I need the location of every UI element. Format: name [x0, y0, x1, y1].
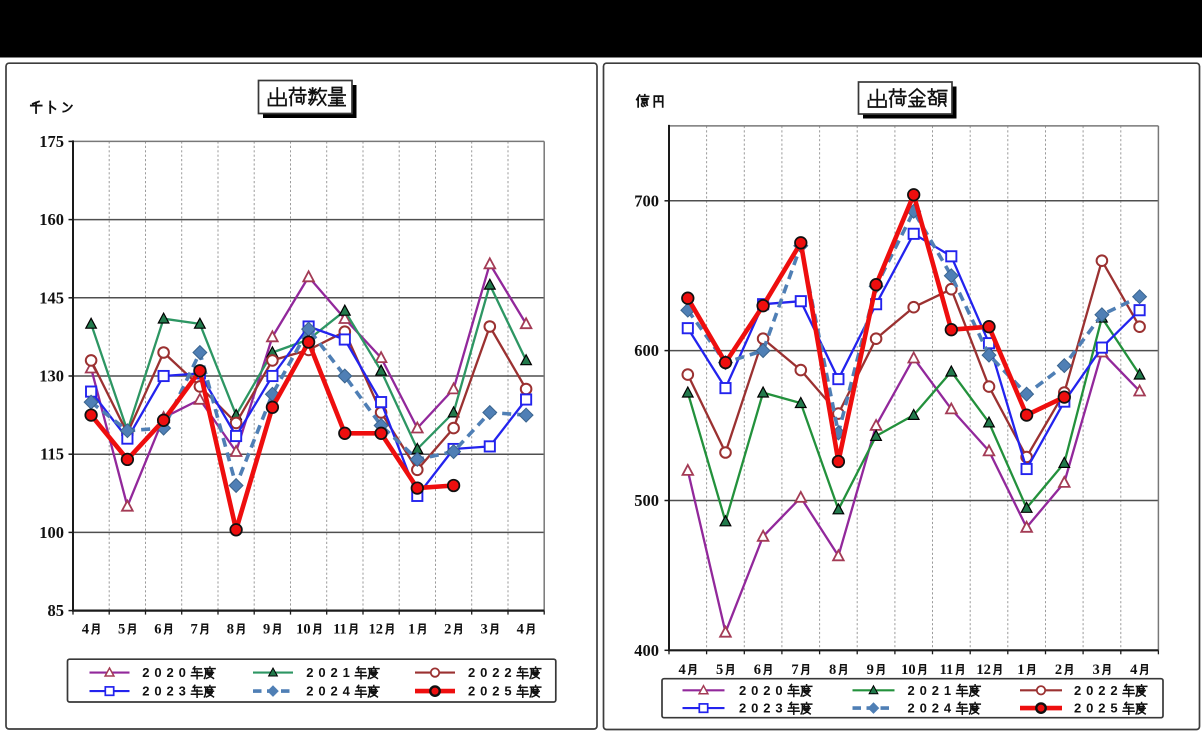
svg-text:2024: 2024 [908, 701, 957, 716]
svg-text:4: 4 [517, 622, 524, 638]
svg-text:2023: 2023 [142, 684, 191, 699]
svg-text:11: 11 [940, 662, 954, 678]
svg-text:145: 145 [39, 288, 64, 307]
svg-text:7: 7 [791, 662, 798, 678]
svg-text:5: 5 [716, 662, 723, 678]
svg-text:400: 400 [634, 641, 659, 660]
svg-text:6: 6 [154, 622, 161, 638]
svg-text:2020: 2020 [142, 665, 191, 680]
svg-text:85: 85 [48, 601, 65, 620]
svg-text:100: 100 [39, 523, 64, 542]
svg-text:1: 1 [1017, 662, 1024, 678]
svg-text:3: 3 [1093, 662, 1100, 678]
svg-text:9: 9 [867, 662, 874, 678]
svg-text:6: 6 [754, 662, 761, 678]
svg-text:600: 600 [634, 341, 659, 360]
svg-text:160: 160 [39, 210, 64, 229]
svg-text:2020: 2020 [739, 683, 788, 698]
svg-text:2022: 2022 [1074, 683, 1123, 698]
svg-text:12: 12 [976, 662, 991, 678]
svg-text:9: 9 [263, 622, 270, 638]
svg-text:2: 2 [1055, 662, 1062, 678]
svg-text:2021: 2021 [908, 683, 957, 698]
svg-text:1: 1 [408, 622, 415, 638]
svg-text:130: 130 [39, 367, 64, 386]
svg-text:2024: 2024 [306, 684, 355, 699]
svg-text:8: 8 [227, 622, 234, 638]
svg-text:12: 12 [369, 622, 384, 638]
svg-text:4: 4 [678, 662, 685, 678]
svg-text:4: 4 [82, 622, 89, 638]
svg-text:7: 7 [190, 622, 197, 638]
svg-text:8: 8 [829, 662, 836, 678]
svg-text:2021: 2021 [306, 665, 355, 680]
svg-text:2022: 2022 [468, 665, 517, 680]
svg-text:5: 5 [118, 622, 125, 638]
svg-text:4: 4 [1130, 662, 1137, 678]
svg-text:2023: 2023 [739, 701, 788, 716]
svg-text:500: 500 [634, 491, 659, 510]
svg-text:175: 175 [39, 132, 64, 151]
svg-text:115: 115 [40, 445, 64, 464]
svg-text:700: 700 [634, 191, 659, 210]
svg-text:10: 10 [901, 662, 916, 678]
svg-text:11: 11 [333, 622, 347, 638]
svg-text:3: 3 [480, 622, 487, 638]
svg-text:2: 2 [444, 622, 451, 638]
svg-text:2025: 2025 [1074, 701, 1123, 716]
svg-text:10: 10 [296, 622, 311, 638]
svg-text:2025: 2025 [468, 684, 517, 699]
